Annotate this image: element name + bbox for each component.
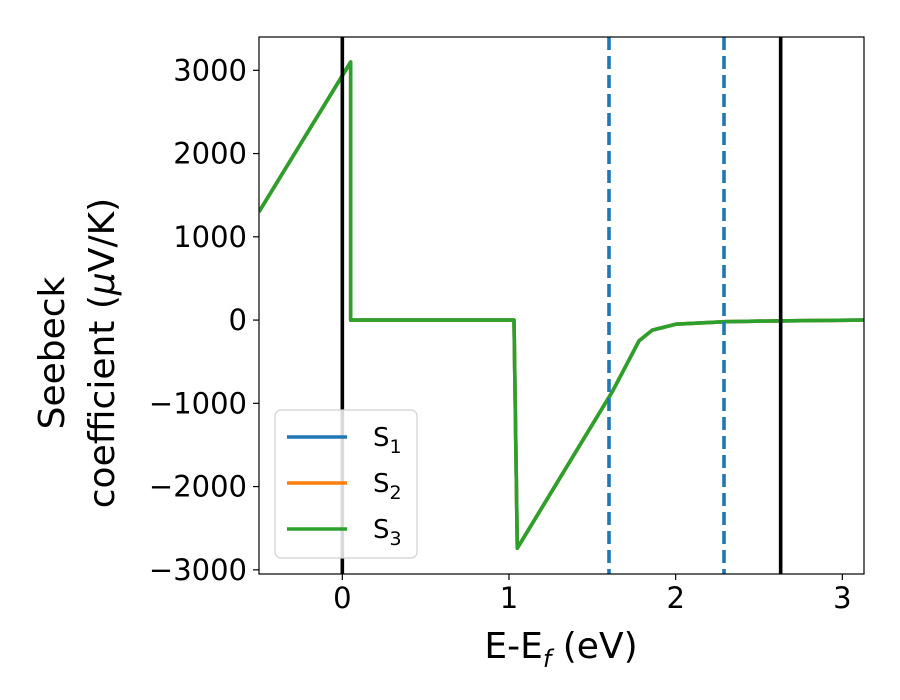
legend-label-s3: S3	[373, 515, 402, 550]
y-axis-label-line2: coefficient (μV/K)	[82, 198, 123, 508]
y-axis-label-line1: Seebeck	[32, 276, 73, 429]
x-tick-label: 0	[333, 581, 351, 615]
legend: S1 S2 S3	[274, 409, 418, 559]
y-tick-label: 3000	[173, 53, 247, 87]
y-tick-label: 1000	[173, 220, 247, 254]
legend-label-s1: S1	[373, 423, 402, 458]
x-tick-label: 3	[833, 581, 851, 615]
y-tick-label: −3000	[149, 553, 247, 587]
x-axis-ticks: 0 1 2 3	[333, 574, 852, 615]
x-tick-label: 2	[666, 581, 684, 615]
x-tick-label: 1	[500, 581, 518, 615]
y-axis-label: Seebeck coefficient (μV/K)	[32, 198, 123, 508]
plot-area	[259, 37, 864, 574]
axes-frame	[258, 36, 865, 575]
series-line-s3	[259, 60, 864, 551]
y-axis-ticks: −3000 −2000 −1000 0 1000 2000 3000	[149, 53, 259, 587]
x-axis-label: E-Ef (eV)	[484, 626, 637, 673]
y-tick-label: 0	[229, 303, 247, 337]
y-tick-label: −2000	[149, 470, 247, 504]
legend-label-s2: S2	[373, 469, 402, 504]
y-tick-label: −1000	[149, 386, 247, 420]
y-tick-label: 2000	[173, 137, 247, 171]
